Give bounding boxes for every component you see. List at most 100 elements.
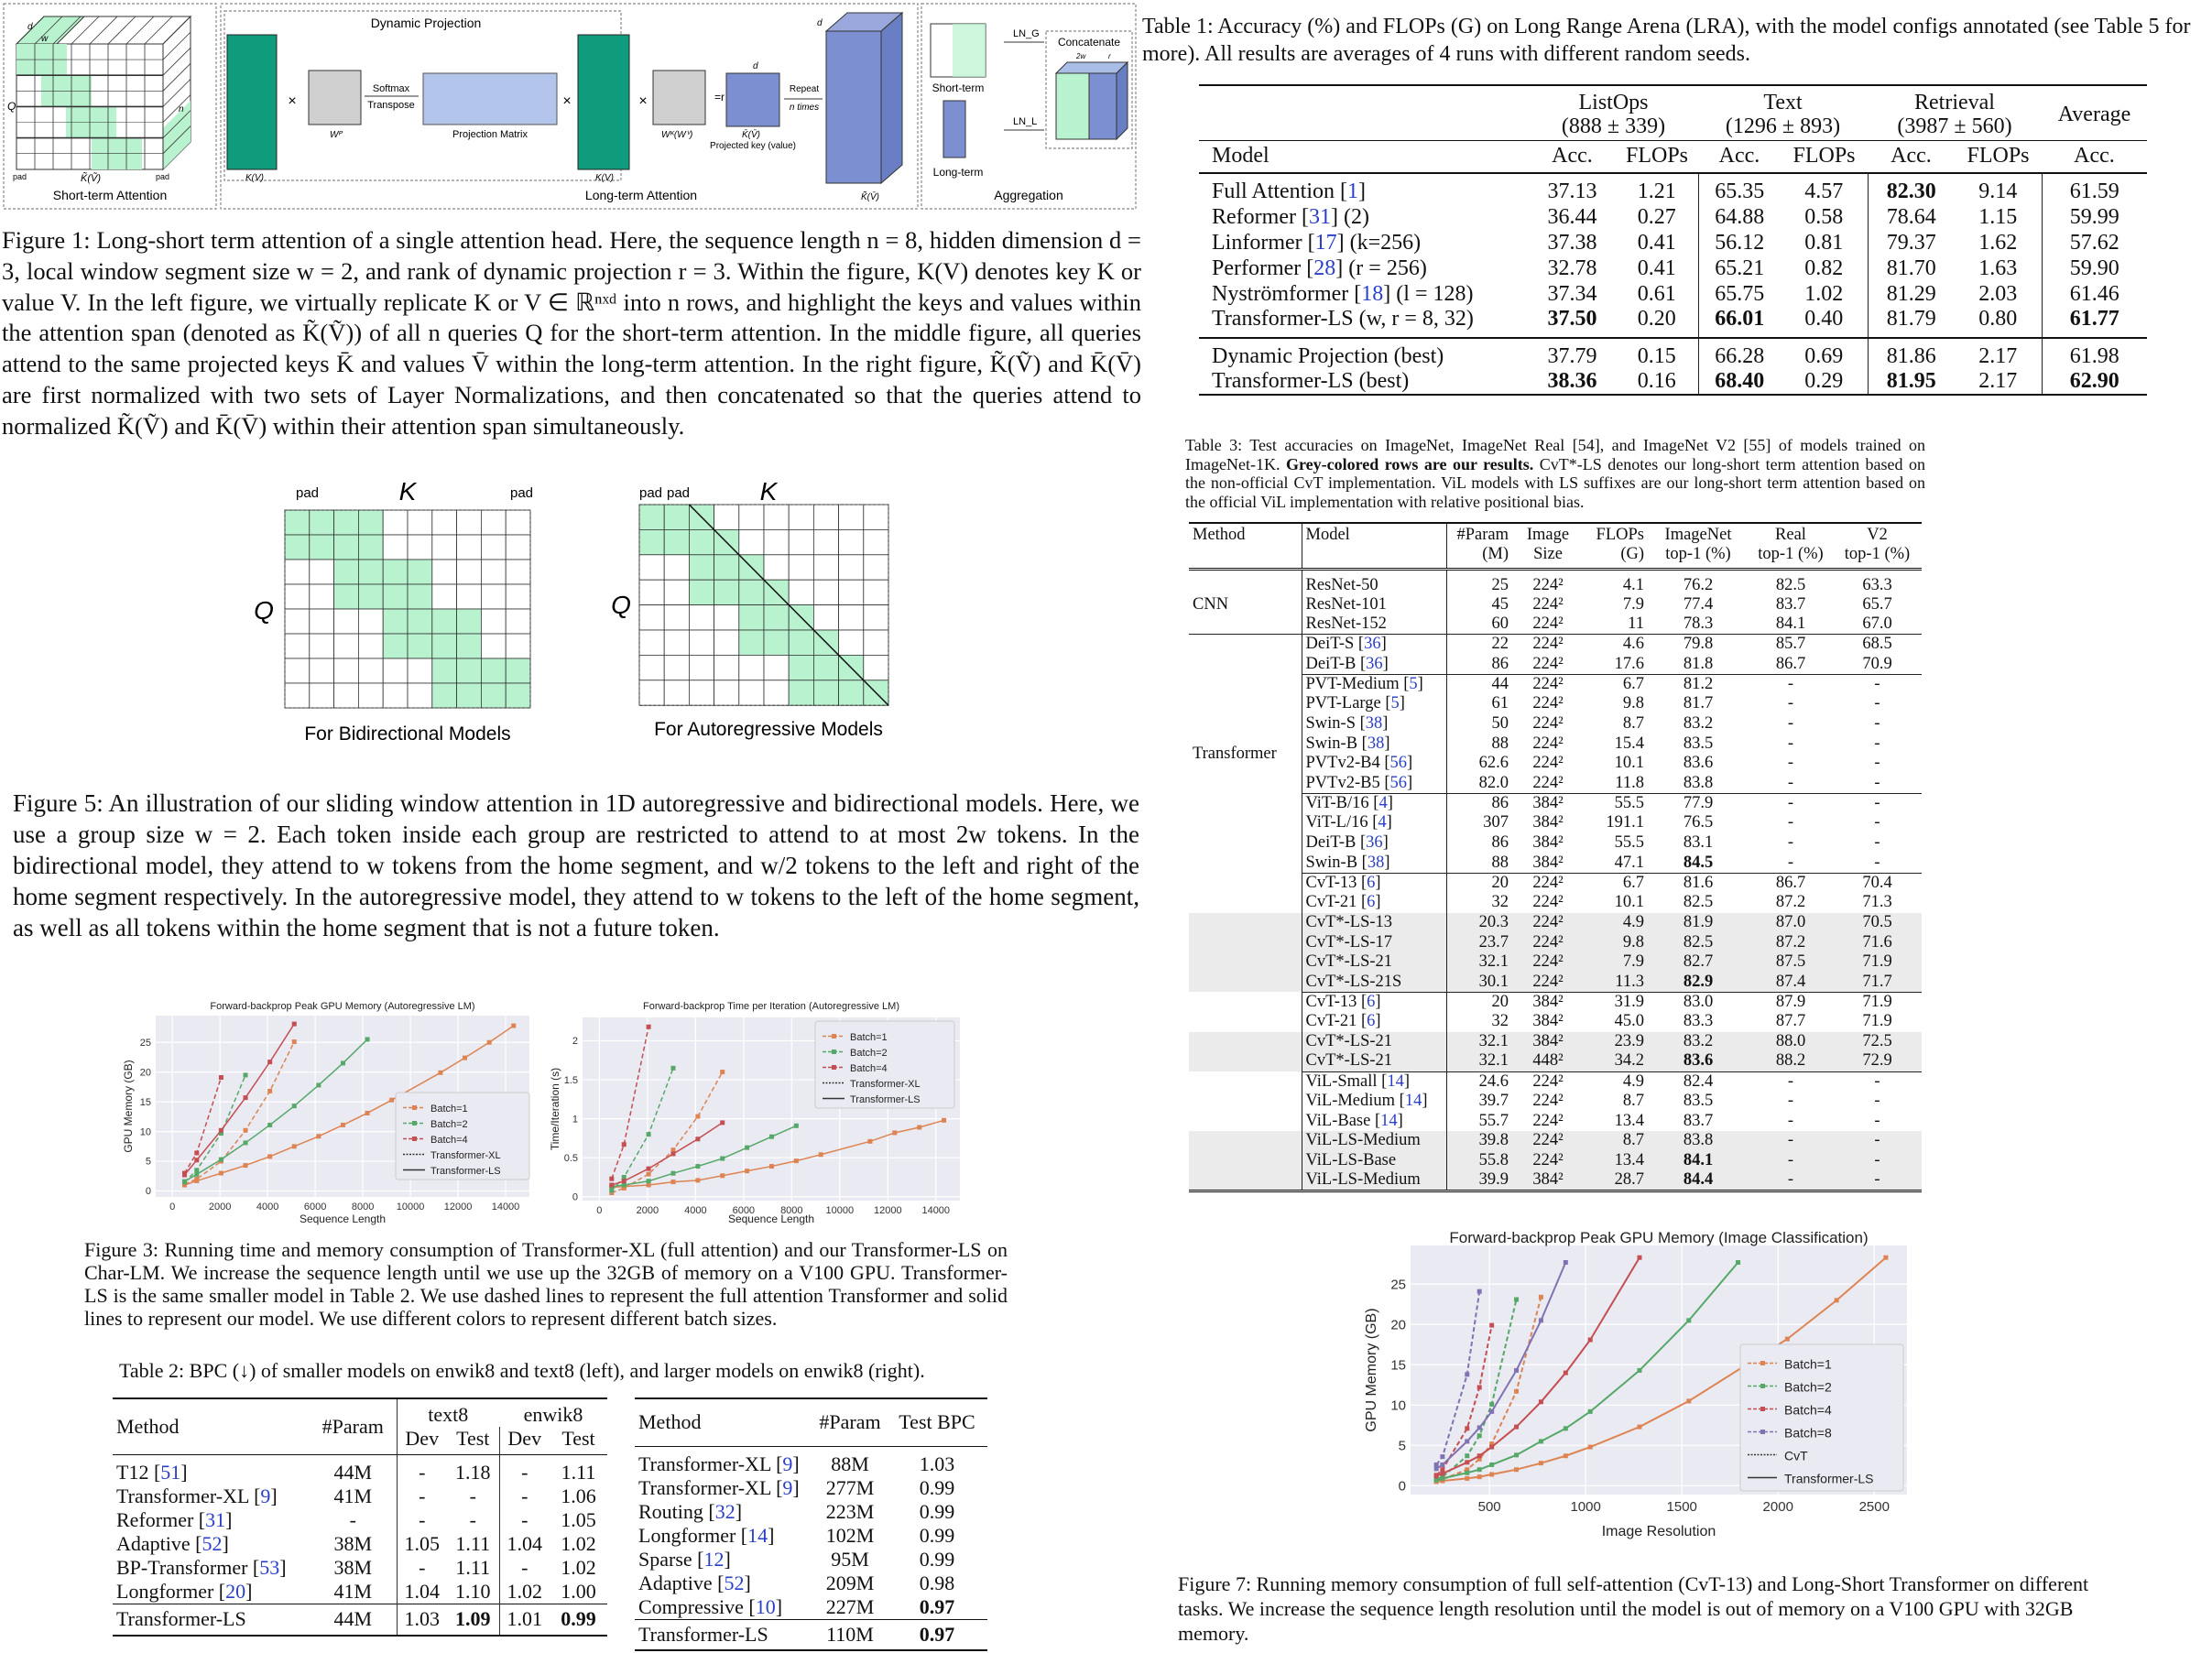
bpc-cell: - bbox=[498, 1508, 550, 1532]
model-name: ResNet-152 bbox=[1305, 614, 1387, 634]
data-point bbox=[1476, 1425, 1482, 1430]
data-point bbox=[1538, 1461, 1543, 1466]
table-row: Reformer31 (2) 36.44 0.27 64.88 0.58 78.64 1.1… bbox=[1199, 204, 2147, 230]
grid-cell bbox=[638, 579, 665, 605]
model-cell: ResNet-152 bbox=[1302, 614, 1447, 635]
image-size-cell: 224² bbox=[1512, 872, 1584, 893]
x-tick-label: 12000 bbox=[874, 1205, 902, 1216]
grid-cell bbox=[838, 529, 865, 556]
param-cell: 39.8 bbox=[1446, 1131, 1512, 1151]
model-cell: CvT-216 bbox=[1302, 1011, 1447, 1032]
grid-cell bbox=[309, 633, 335, 659]
data-point bbox=[316, 1082, 321, 1088]
grid-cell bbox=[407, 509, 433, 536]
table-row: PVT-Medium544224²6.781.2-- bbox=[1189, 673, 1922, 694]
legend-marker bbox=[1760, 1407, 1765, 1411]
model-cell: CvT-136 bbox=[1302, 991, 1447, 1012]
data-point bbox=[646, 1132, 651, 1137]
grid-cell bbox=[838, 680, 865, 706]
model-name: Swin-S bbox=[1305, 713, 1357, 733]
image-size-cell: 224² bbox=[1532, 654, 1564, 673]
model-name: Transformer-LS bbox=[1212, 307, 1354, 331]
model-name: ViL-Base bbox=[1305, 1111, 1371, 1130]
v2-top1-cell: 68.5 bbox=[1833, 634, 1922, 655]
value-cell: 0.81 bbox=[1804, 230, 1844, 255]
concatenate-box bbox=[1045, 30, 1133, 149]
grid-cell bbox=[863, 629, 889, 656]
grid-cell bbox=[788, 504, 814, 530]
imagenet-top1-cell: 83.8 bbox=[1648, 1131, 1749, 1151]
table-row: CvT-13620384²31.983.087.971.9 bbox=[1189, 991, 1922, 1012]
column-header-text8: text8 bbox=[428, 1403, 469, 1426]
table-row: Transformer-XL9 277M 0.99 bbox=[635, 1476, 987, 1500]
grid-cell bbox=[358, 658, 384, 684]
method-cell: Routing32 bbox=[635, 1500, 813, 1524]
real-top1-cell: - bbox=[1787, 1092, 1794, 1111]
data-point bbox=[1476, 1456, 1482, 1462]
grid-cell bbox=[407, 633, 433, 659]
legend-marker bbox=[412, 1121, 417, 1126]
citation-link: 4 bbox=[1369, 794, 1393, 812]
model-name: ViL-LS-Medium bbox=[1305, 1131, 1421, 1150]
value-cell: 61.46 bbox=[2041, 281, 2147, 307]
bidir-pad-right-label: pad bbox=[510, 485, 533, 501]
v2-top1-cell: 71.7 bbox=[1833, 972, 1922, 993]
concatenated-cube bbox=[1054, 60, 1129, 141]
table-row: ResNet-152 60 224² 11 78.3 84.1 67.0 bbox=[1189, 614, 1922, 635]
model-name: CvT-21 bbox=[1305, 1012, 1357, 1031]
bpc-cell: - bbox=[469, 1508, 476, 1531]
data-point bbox=[267, 1154, 273, 1159]
data-point bbox=[1489, 1472, 1495, 1477]
table-row: ViL-LS-Base 55.8 224² 13.4 84.1- - bbox=[1189, 1150, 1922, 1171]
bpc-cell: - bbox=[419, 1484, 426, 1507]
image-size-cell: 224² bbox=[1532, 575, 1564, 594]
grid-cell bbox=[638, 680, 665, 706]
data-point bbox=[670, 1065, 676, 1071]
grid-cell bbox=[431, 509, 458, 536]
imagenet-top1-cell: 77.4 bbox=[1683, 594, 1714, 614]
legend-label: Batch=1 bbox=[850, 1032, 888, 1043]
value-cell: 81.86 bbox=[1867, 337, 1955, 369]
grid-cell bbox=[480, 509, 507, 536]
y-axis-label: Time/Iteration (s) bbox=[549, 1068, 561, 1150]
model-name: Linformer bbox=[1212, 230, 1302, 255]
header-label: FLOPs bbox=[1596, 526, 1644, 544]
header-unit: top-1 (%) bbox=[1665, 545, 1731, 563]
data-point bbox=[1514, 1452, 1520, 1458]
method-cell: Transformer-LS bbox=[113, 1604, 310, 1636]
real-top1-cell: - bbox=[1787, 773, 1794, 792]
grid-cell bbox=[788, 654, 814, 681]
ln-l-label: LN_L bbox=[1013, 116, 1037, 127]
citation-link: 38 bbox=[1356, 714, 1388, 733]
value-cell: 81.79 bbox=[1867, 307, 1955, 338]
imagenet-top1-cell: 84.4 bbox=[1648, 1170, 1749, 1191]
citation-link: 52 bbox=[191, 1532, 229, 1555]
model-name: ViT-L/16 bbox=[1305, 813, 1368, 832]
table-row: CvT*-LS-17 23.7 224² 9.8 82.5 87.2 71.6 bbox=[1189, 932, 1922, 952]
real-top1-cell: 87.5 bbox=[1749, 952, 1833, 973]
data-point bbox=[609, 1176, 615, 1181]
model-cell: ResNet-50 bbox=[1302, 569, 1447, 595]
table-row: Swin-B38 88 224² 15.4 83.5 - - bbox=[1189, 734, 1922, 754]
value-cell: 1.62 bbox=[1978, 230, 2018, 255]
grid-cell bbox=[863, 579, 889, 605]
model-cell: PVTv2-B456 bbox=[1302, 754, 1447, 774]
image-size-cell: 448² bbox=[1512, 1051, 1584, 1071]
method-cnn: CNN bbox=[1189, 569, 1302, 635]
legend-label: Batch=2 bbox=[430, 1119, 468, 1130]
data-point bbox=[194, 1150, 200, 1156]
column-header-test: Test bbox=[447, 1427, 499, 1455]
param-cell: 60 bbox=[1491, 614, 1509, 634]
y-tick-label: 25 bbox=[140, 1038, 151, 1049]
param-cell: 20 bbox=[1446, 991, 1512, 1012]
data-point bbox=[1489, 1441, 1495, 1447]
value-cell: 0.20 bbox=[1637, 307, 1676, 331]
grid-cell bbox=[309, 682, 335, 709]
value-cell: 0.40 bbox=[1804, 307, 1844, 331]
citation-link: 28 bbox=[1301, 256, 1343, 280]
series-line bbox=[183, 1074, 246, 1183]
figure5-diagram: pad pad K Q For Bidirectional Models pad… bbox=[254, 477, 889, 745]
image-size-cell: 224² bbox=[1532, 1092, 1564, 1111]
y-tick-label: 15 bbox=[1390, 1357, 1406, 1373]
group-header-text: Text (1296 ± 893) bbox=[1698, 85, 1868, 140]
